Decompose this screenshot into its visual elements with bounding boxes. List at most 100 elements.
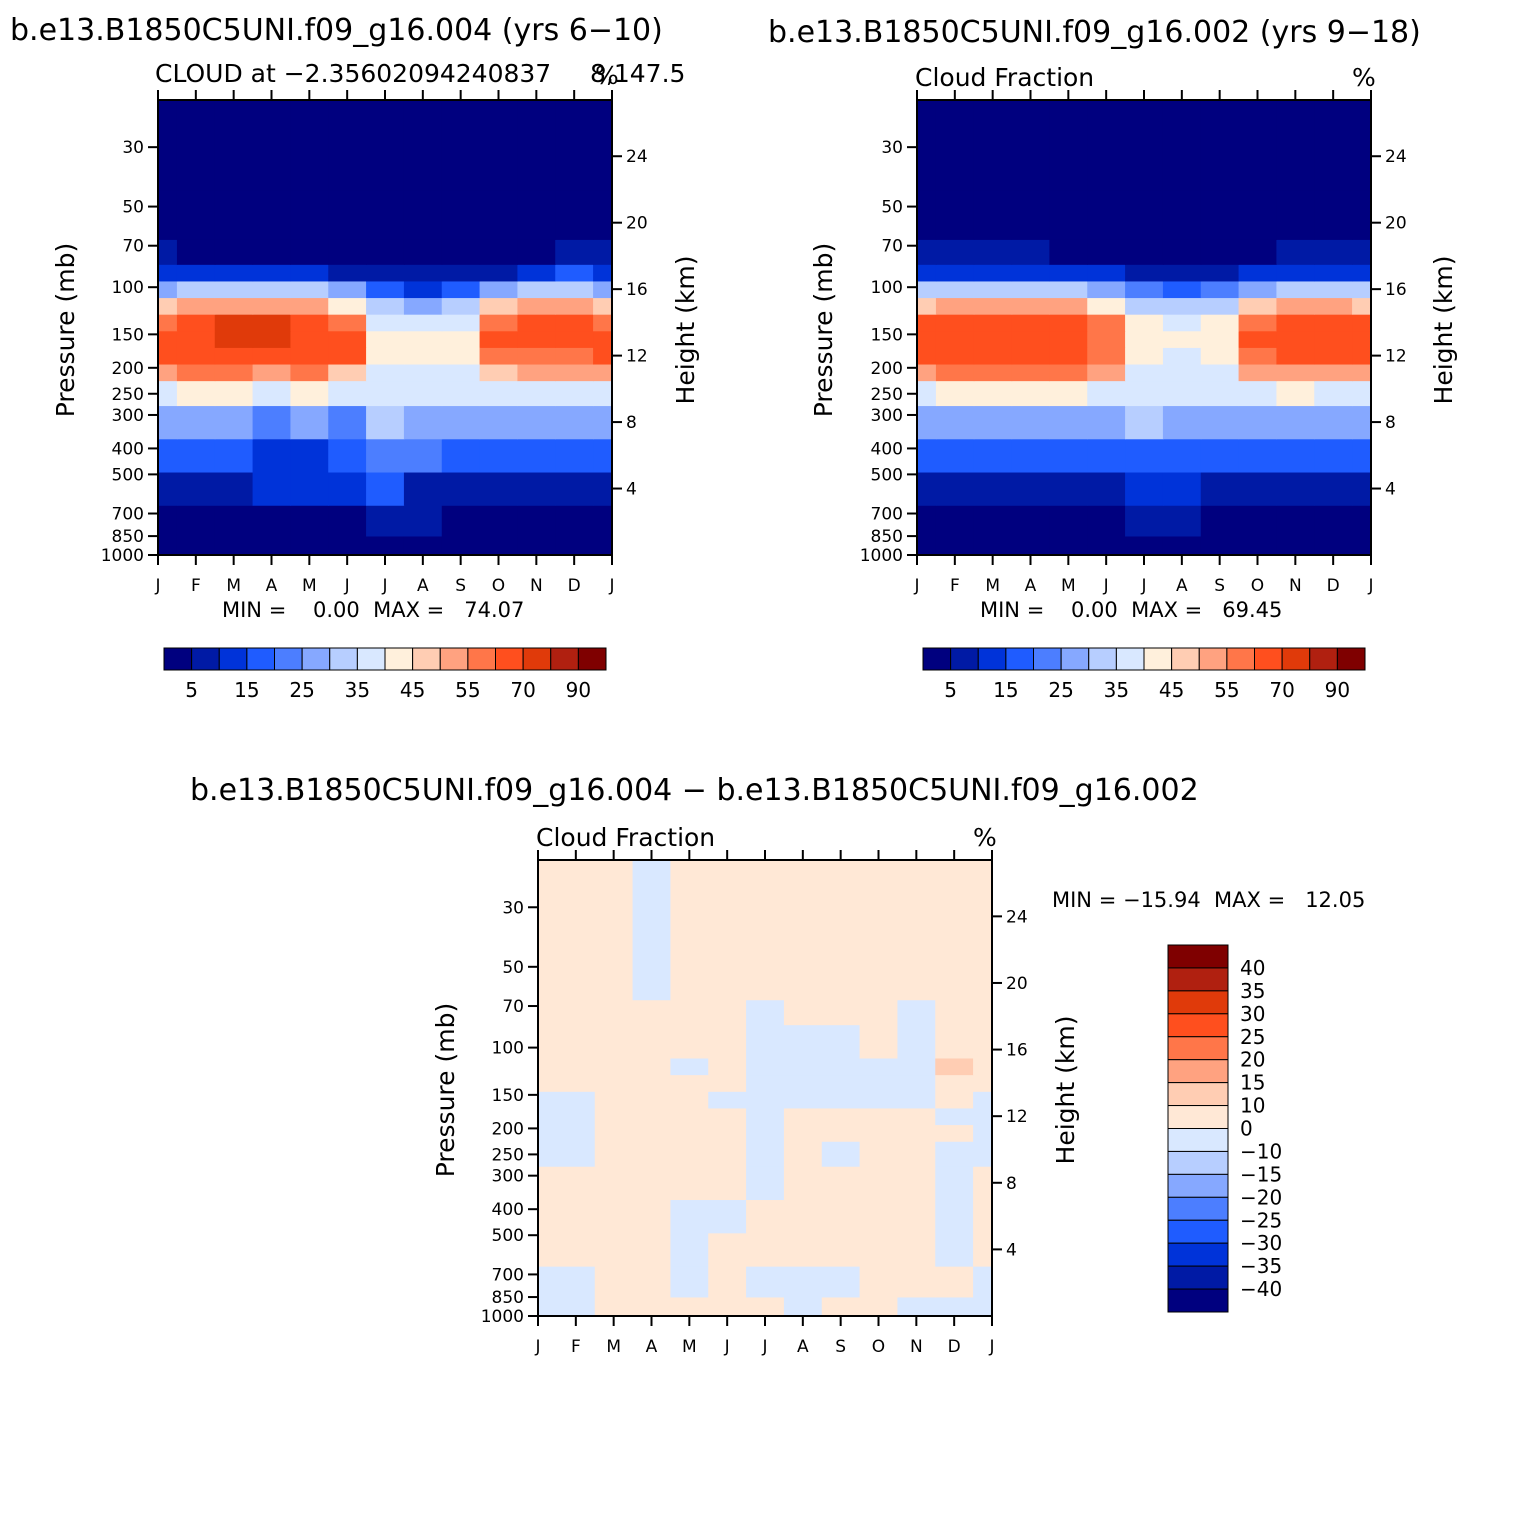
- panel3-cell: [556, 1232, 596, 1267]
- panel3-cell: [594, 949, 634, 1001]
- panel3-cell: [821, 1041, 861, 1059]
- colorbar1-swatch: [191, 647, 220, 671]
- panel3-cell: [746, 1199, 785, 1234]
- panel3-cell: [670, 1296, 709, 1317]
- panel3-cell: [670, 1232, 709, 1267]
- panel3-cell: [538, 1107, 558, 1126]
- panel1-cell: [517, 535, 556, 556]
- panel1-cell: [290, 297, 329, 315]
- panel1-cell: [593, 280, 613, 299]
- panel3-cell: [708, 999, 747, 1026]
- panel1-cell: [214, 280, 254, 299]
- panel3-cell: [859, 1141, 899, 1167]
- panel2-cell: [935, 264, 975, 282]
- panel3-cell: [538, 1232, 558, 1267]
- panel1-cell: [290, 471, 329, 506]
- panel1-cell: [479, 189, 519, 240]
- panel1-cell: [290, 239, 329, 265]
- panel2-ytick-label: 300: [871, 406, 903, 426]
- panel3-cell: [538, 1296, 558, 1317]
- colorbar3-swatch: [1167, 1013, 1229, 1038]
- panel1-cell: [252, 297, 292, 315]
- panel2-cell: [1276, 100, 1315, 191]
- panel1-cell: [479, 535, 519, 556]
- panel1-cell: [176, 380, 216, 407]
- panel2-cell: [1011, 280, 1051, 299]
- colorbar1-swatch: [522, 647, 552, 671]
- panel2-cell: [1238, 535, 1278, 556]
- panel2-cell: [1314, 239, 1353, 265]
- panel2-cell: [1352, 380, 1372, 407]
- panel3-cell: [935, 1091, 974, 1109]
- panel3-cell: [746, 1057, 785, 1076]
- colorbar3-swatch: [1167, 1288, 1229, 1313]
- panel1-cell: [517, 363, 556, 382]
- panel3-cell: [746, 1232, 785, 1267]
- panel1-cell: [366, 314, 405, 332]
- panel1-cell: [441, 100, 481, 191]
- panel3-cell: [632, 999, 672, 1026]
- panel3-cell: [746, 1024, 785, 1042]
- panel2-cell: [1200, 405, 1240, 440]
- panel2-y2tick-label: 12: [1385, 347, 1407, 367]
- panel1-ytick-label: 30: [122, 138, 144, 158]
- panel1-xtick-label: J: [608, 576, 614, 596]
- colorbar3-label: −15: [1240, 1162, 1282, 1186]
- panel1-cell: [158, 280, 178, 299]
- panel3-cell: [821, 1124, 861, 1142]
- panel2-cell: [1087, 100, 1126, 191]
- panel2-cell: [935, 100, 975, 191]
- panel1-cell: [441, 505, 481, 537]
- panel2-cell: [973, 380, 1013, 407]
- panel2-cell: [973, 438, 1013, 473]
- panel2-cell: [1011, 330, 1051, 348]
- panel2-cell: [1049, 100, 1088, 191]
- panel1-cell: [593, 314, 613, 332]
- panel2-cell: [1011, 347, 1051, 365]
- panel3-ytick-label: 100: [492, 1039, 524, 1059]
- panel3-cell: [897, 1199, 936, 1234]
- panel3-cell: [821, 1232, 861, 1267]
- panel2-cell: [1162, 314, 1202, 332]
- panel2-cell: [935, 535, 975, 556]
- panel1-cell: [290, 264, 329, 282]
- panel3-cell: [859, 1057, 899, 1076]
- panel2-cell: [1125, 347, 1164, 365]
- panel1-subtitle: CLOUD at −2.35602094240837: [155, 59, 551, 88]
- panel3-cell: [708, 1057, 747, 1076]
- plots-layer: J F M A M J J A S O N D J305070100150200250300400500…: [101, 90, 1407, 1357]
- panel3-y2tick-label: 24: [1006, 907, 1028, 927]
- panel1-cell: [479, 297, 519, 315]
- panel2-cell: [1011, 297, 1051, 315]
- colorbar2-label: 15: [993, 678, 1018, 702]
- panel3-xtick-label: A: [646, 1337, 658, 1357]
- panel2-xtick-label: S: [1214, 576, 1225, 596]
- panel1-y2tick-label: 20: [626, 214, 648, 234]
- panel1-cell: [290, 347, 329, 365]
- panel3-cell: [973, 1141, 993, 1167]
- panel1-cell: [479, 239, 519, 265]
- panel2-cell: [1276, 535, 1315, 556]
- panel1-units: %: [595, 61, 619, 90]
- panel1-cell: [517, 239, 556, 265]
- panel1-cell: [517, 280, 556, 299]
- panel2-cell: [1049, 438, 1088, 473]
- panel3-cell: [538, 1057, 558, 1076]
- panel3-cell: [783, 860, 823, 951]
- panel1-cell: [479, 405, 519, 440]
- panel1-cell: [176, 280, 216, 299]
- panel1-cell: [479, 363, 519, 382]
- panel2-cell: [1314, 380, 1353, 407]
- panel1-cell: [290, 189, 329, 240]
- panel2-cell: [1200, 264, 1240, 282]
- panel1-cell: [403, 405, 443, 440]
- colorbar2-swatch: [1254, 647, 1283, 671]
- panel3-y2label: Height (km): [1051, 1016, 1080, 1165]
- panel1-cell: [328, 100, 367, 191]
- panel1-cell: [593, 239, 613, 265]
- panel2-cell: [1011, 535, 1051, 556]
- panel3-cell: [708, 1166, 747, 1201]
- colorbar1-swatch: [246, 647, 276, 671]
- panel3-cell: [746, 1124, 785, 1142]
- panel1-cell: [403, 438, 443, 473]
